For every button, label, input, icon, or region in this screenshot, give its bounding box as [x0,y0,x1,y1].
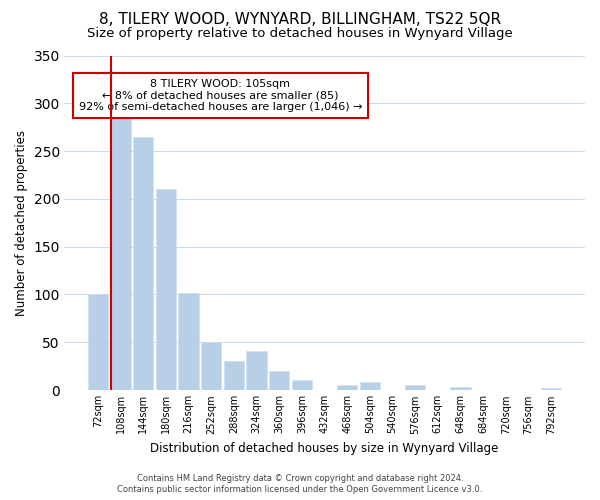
Bar [178,292,199,390]
Bar [247,351,267,390]
Text: Contains HM Land Registry data © Crown copyright and database right 2024.
Contai: Contains HM Land Registry data © Crown c… [118,474,482,494]
Bar [269,371,289,390]
Text: Size of property relative to detached houses in Wynyard Village: Size of property relative to detached ho… [87,28,513,40]
Bar [224,362,244,390]
Bar [541,388,562,390]
Bar [201,342,221,390]
Bar [88,294,108,390]
Bar [156,190,176,390]
Text: 8, TILERY WOOD, WYNYARD, BILLINGHAM, TS22 5QR: 8, TILERY WOOD, WYNYARD, BILLINGHAM, TS2… [99,12,501,28]
Bar [292,380,312,390]
Text: 8 TILERY WOOD: 105sqm
← 8% of detached houses are smaller (85)
92% of semi-detac: 8 TILERY WOOD: 105sqm ← 8% of detached h… [79,79,362,112]
Bar [405,385,425,390]
Bar [133,136,154,390]
Y-axis label: Number of detached properties: Number of detached properties [15,130,28,316]
X-axis label: Distribution of detached houses by size in Wynyard Village: Distribution of detached houses by size … [151,442,499,455]
Bar [450,387,470,390]
Bar [359,382,380,390]
Bar [110,116,131,390]
Bar [337,385,358,390]
